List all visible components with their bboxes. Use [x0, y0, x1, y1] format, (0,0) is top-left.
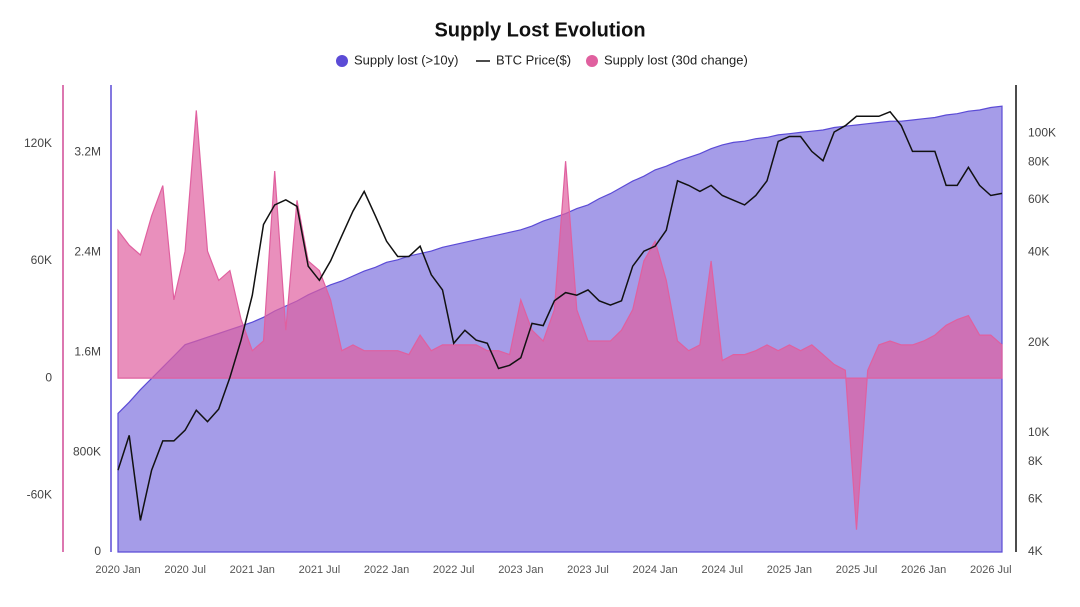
- x-tick-label: 2026 Jul: [970, 564, 1012, 576]
- y2-tick-label: 40K: [1028, 245, 1049, 259]
- y2-tick-label: 8K: [1028, 454, 1043, 468]
- y2-tick-label: 20K: [1028, 335, 1049, 349]
- line: [117, 110, 1003, 521]
- y2-tick-label: 60K: [1028, 192, 1049, 206]
- x-tick-label: 2023 Jan: [498, 564, 543, 576]
- y3-tick-label: 120K: [24, 136, 52, 150]
- y2-tick-label: 100K: [1028, 126, 1056, 140]
- x-tick-label: 2025 Jul: [836, 564, 878, 576]
- y3-tick-label: -60K: [27, 488, 52, 502]
- y2-tick-label: 6K: [1028, 491, 1043, 505]
- x-tick-label: 2026 Jan: [901, 564, 946, 576]
- y-tick-label: 800K: [73, 444, 101, 458]
- x-tick-label: 2020 Jul: [164, 564, 206, 576]
- y-tick-label: 2.4M: [74, 244, 101, 258]
- y-tick-label: 1.6M: [74, 344, 101, 358]
- x-tick-label: 2022 Jan: [364, 564, 409, 576]
- x-tick-label: 2024 Jan: [632, 564, 677, 576]
- legend-label: Supply lost (>10y): [354, 52, 458, 67]
- legend-marker: [586, 55, 598, 67]
- x-tick-label: 2021 Jul: [299, 564, 341, 576]
- chart-title: Supply Lost Evolution: [434, 19, 645, 41]
- x-tick-label: 2021 Jan: [230, 564, 275, 576]
- y-tick-label: 0: [94, 544, 101, 558]
- y2-tick-label: 80K: [1028, 155, 1049, 169]
- y2-tick-label: 10K: [1028, 425, 1049, 439]
- x-tick-label: 2020 Jan: [95, 564, 140, 576]
- legend-label: BTC Price($): [496, 52, 571, 67]
- legend-label: Supply lost (30d change): [604, 52, 748, 67]
- x-tick-label: 2023 Jul: [567, 564, 609, 576]
- x-tick-label: 2024 Jul: [701, 564, 743, 576]
- area: [117, 110, 1003, 530]
- x-tick-label: 2025 Jan: [767, 564, 812, 576]
- legend-marker: [336, 55, 348, 67]
- y3-tick-label: 0: [45, 370, 52, 384]
- x-tick-label: 2022 Jul: [433, 564, 475, 576]
- y2-tick-label: 4K: [1028, 544, 1043, 558]
- y-tick-label: 3.2M: [74, 145, 101, 159]
- y3-tick-label: 60K: [31, 253, 52, 267]
